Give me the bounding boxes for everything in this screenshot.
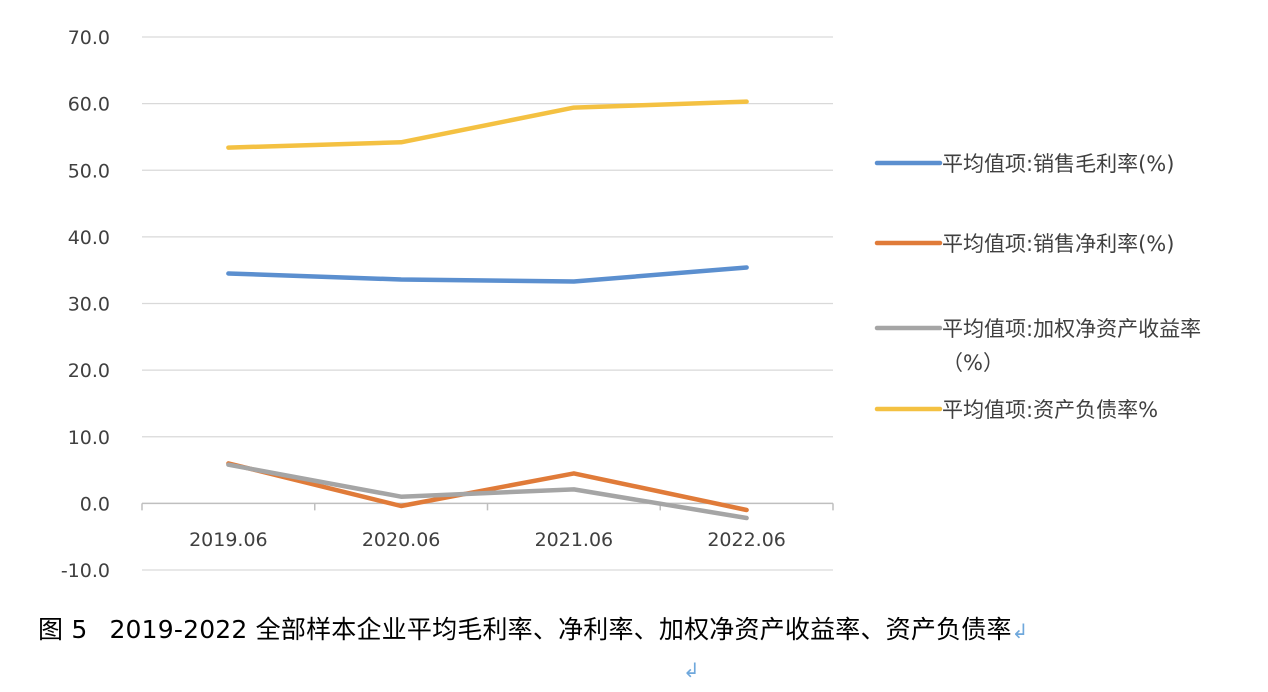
series-line-1 <box>226 265 749 284</box>
series-line-4 <box>226 99 749 150</box>
legend-label: 平均值项:资产负债率% <box>942 398 1158 422</box>
y-axis-ticks: 70.0 60.0 50.0 40.0 30.0 20.0 10.0 0.0 -10.0 <box>61 27 110 582</box>
return-mark-icon: ↲ <box>1011 619 1029 643</box>
x-tick-label: 2019.06 <box>189 529 268 551</box>
return-mark-icon: ↲ <box>683 658 700 682</box>
legend-label: 平均值项:销售净利率(%) <box>942 232 1174 256</box>
y-tick-label: 60.0 <box>68 94 110 116</box>
y-tick-label: 0.0 <box>80 493 110 515</box>
figure-caption: 图 5 2019-2022 全部样本企业平均毛利率、净利率、加权净资产收益率、资产… <box>38 610 1029 646</box>
y-tick-label: 30.0 <box>68 294 110 316</box>
line-chart: 70.0 60.0 50.0 40.0 30.0 20.0 10.0 0.0 -10.0 201… <box>61 27 1201 582</box>
gridlines <box>142 36 833 571</box>
legend: 平均值项:销售毛利率(%) 平均值项:销售净利率(%) 平均值项:加权净资产收益率 （… <box>874 152 1201 422</box>
y-tick-label: 10.0 <box>68 427 110 449</box>
y-tick-label: 40.0 <box>68 227 110 249</box>
legend-label-line2: （%） <box>942 351 1004 375</box>
legend-label: 平均值项:销售毛利率(%) <box>942 152 1174 176</box>
y-tick-label: 50.0 <box>68 160 110 182</box>
y-tick-label: 70.0 <box>68 27 110 49</box>
x-tick-label: 2022.06 <box>707 529 786 551</box>
x-axis-ticks: 2019.06 2020.06 2021.06 2022.06 <box>189 529 786 551</box>
series-line-2 <box>226 461 749 513</box>
y-tick-label: -10.0 <box>61 560 110 582</box>
x-tick-label: 2020.06 <box>362 529 441 551</box>
y-tick-label: 20.0 <box>68 360 110 382</box>
caption-text: 2019-2022 全部样本企业平均毛利率、净利率、加权净资产收益率、资产负债率 <box>109 615 1012 644</box>
x-tick-label: 2021.06 <box>535 529 614 551</box>
series-line-3 <box>226 462 749 521</box>
figure-number: 图 5 <box>38 615 88 644</box>
series-lines <box>226 99 749 521</box>
legend-label: 平均值项:加权净资产收益率 <box>942 317 1201 341</box>
